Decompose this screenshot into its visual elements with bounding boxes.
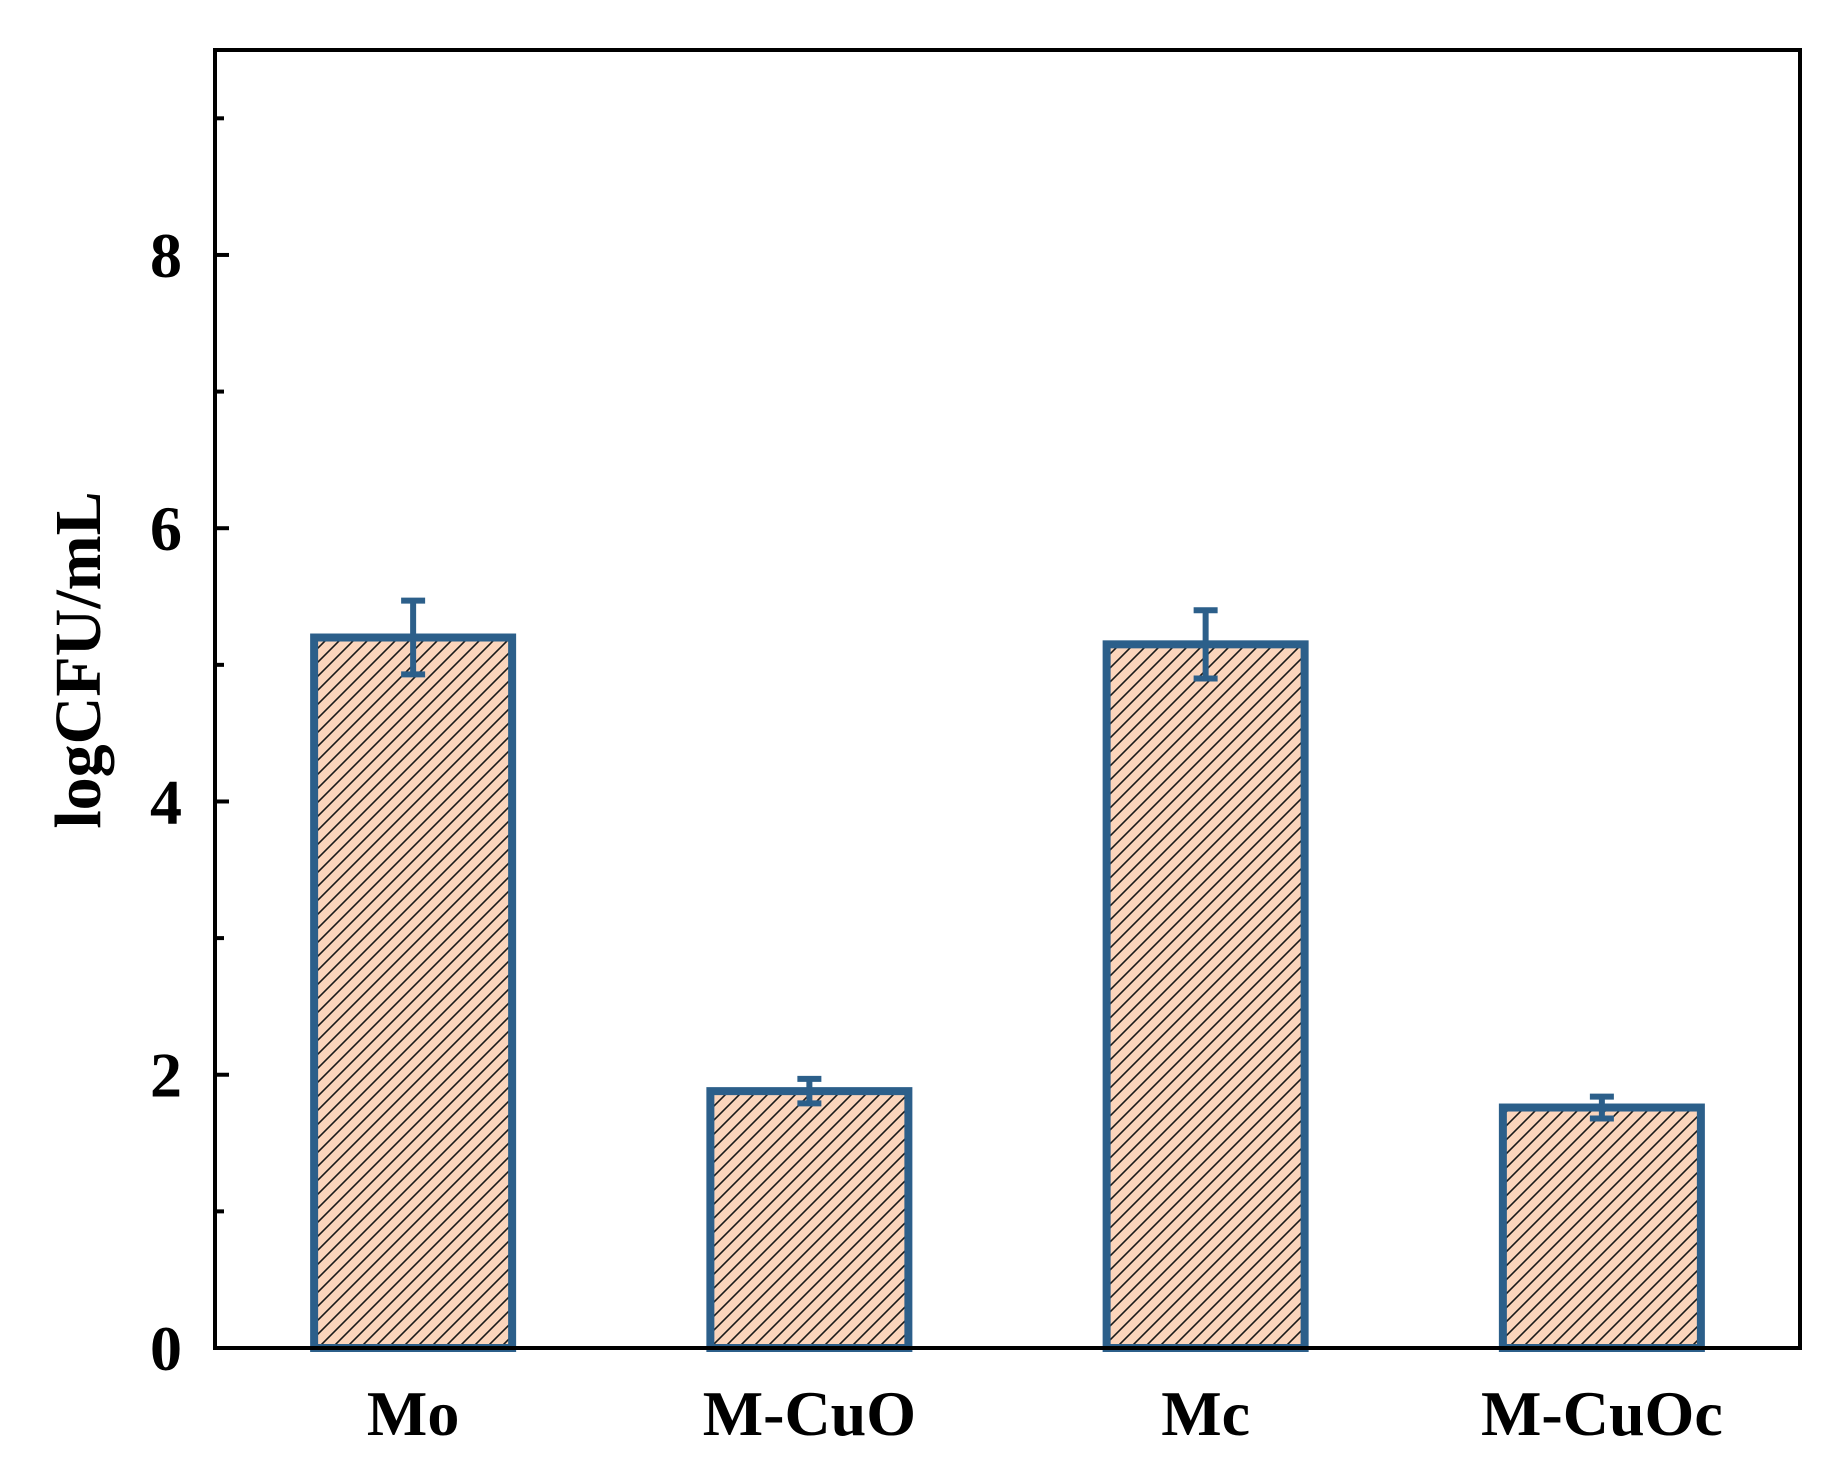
error-bars-layer xyxy=(401,597,1614,1122)
bar-m-cuo xyxy=(706,1087,913,1353)
error-bar-mc xyxy=(1193,607,1218,682)
plot-frame xyxy=(213,48,1802,1350)
y-tick-label: 6 xyxy=(150,493,182,564)
bar-mc xyxy=(1102,640,1309,1352)
x-category-label: Mc xyxy=(1161,1378,1250,1449)
error-bar-mo xyxy=(401,597,426,678)
y-tick-label: 8 xyxy=(150,220,182,291)
y-ticks-layer xyxy=(215,116,229,1350)
x-category-labels-layer: Mo M-CuO Mc M-CuOc xyxy=(367,1378,1723,1449)
bar-m-cuoc xyxy=(1498,1103,1705,1353)
x-category-label: M-CuO xyxy=(703,1378,916,1449)
x-category-label: M-CuOc xyxy=(1481,1378,1723,1449)
error-bar-m-cuo xyxy=(797,1075,822,1107)
y-axis-title: logCFU/mL xyxy=(42,491,115,828)
bars-layer xyxy=(310,633,1705,1353)
y-tick-label: 2 xyxy=(150,1040,182,1111)
y-tick-labels-layer: 0 2 4 6 8 xyxy=(150,220,182,1384)
y-tick-label: 0 xyxy=(150,1313,182,1384)
x-category-label: Mo xyxy=(367,1378,459,1449)
error-bar-m-cuoc xyxy=(1589,1093,1614,1122)
y-tick-label: 4 xyxy=(150,766,182,837)
bar-mo xyxy=(310,633,517,1352)
